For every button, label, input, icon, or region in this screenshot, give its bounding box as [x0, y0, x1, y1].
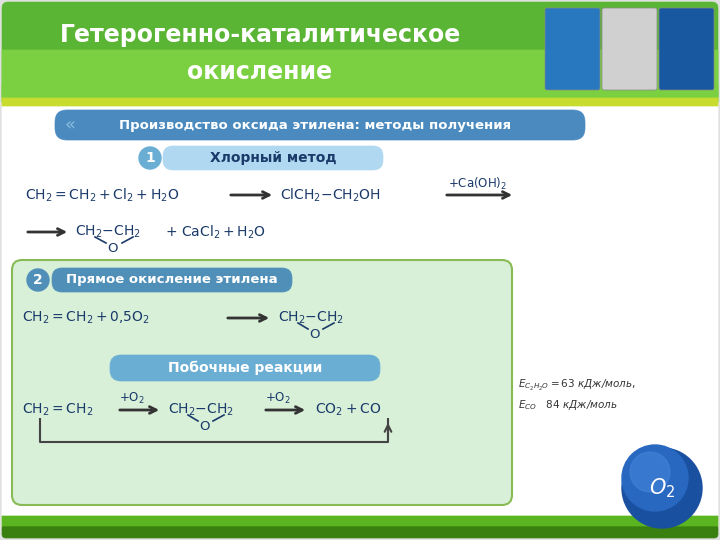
Text: $\mathregular{CH_2{=}CH_2 + 0{,}5O_2}$: $\mathregular{CH_2{=}CH_2 + 0{,}5O_2}$ — [22, 310, 150, 326]
Text: 2: 2 — [33, 273, 43, 287]
Text: $\mathregular{CH_2{-}CH_2}$: $\mathregular{CH_2{-}CH_2}$ — [168, 402, 234, 418]
Text: $\mathregular{+ \ CaCl_2 + H_2O}$: $\mathregular{+ \ CaCl_2 + H_2O}$ — [165, 224, 266, 241]
FancyBboxPatch shape — [2, 50, 718, 102]
FancyBboxPatch shape — [55, 110, 585, 140]
Text: Производство оксида этилена: методы получения: Производство оксида этилена: методы полу… — [119, 118, 511, 132]
Text: O: O — [108, 241, 118, 254]
Text: окисление: окисление — [187, 60, 333, 84]
Text: $\mathregular{+O_2}$: $\mathregular{+O_2}$ — [120, 390, 145, 406]
Text: $E_{CO}\ \ \ 84\ \mathregular{кДж/моль}$: $E_{CO}\ \ \ 84\ \mathregular{кДж/моль}$ — [518, 399, 618, 411]
Text: $\mathregular{CH_2{=}CH_2 + Cl_2 + H_2O}$: $\mathregular{CH_2{=}CH_2 + Cl_2 + H_2O}… — [25, 186, 179, 204]
Circle shape — [139, 147, 161, 169]
FancyBboxPatch shape — [2, 2, 718, 102]
Text: $\mathregular{+O_2}$: $\mathregular{+O_2}$ — [265, 390, 291, 406]
FancyBboxPatch shape — [602, 8, 657, 90]
Text: Побочные реакции: Побочные реакции — [168, 361, 322, 375]
Circle shape — [27, 269, 49, 291]
Text: O: O — [310, 327, 320, 341]
Text: $\mathregular{+Ca(OH)_2}$: $\mathregular{+Ca(OH)_2}$ — [448, 176, 507, 192]
Text: Прямое окисление этилена: Прямое окисление этилена — [66, 273, 278, 287]
FancyBboxPatch shape — [659, 8, 714, 90]
Text: Гетерогенно-каталитическое: Гетерогенно-каталитическое — [59, 23, 461, 47]
FancyBboxPatch shape — [110, 355, 380, 381]
FancyBboxPatch shape — [2, 516, 718, 526]
FancyBboxPatch shape — [545, 8, 600, 90]
FancyBboxPatch shape — [2, 98, 718, 106]
Circle shape — [622, 445, 688, 511]
Circle shape — [630, 452, 670, 492]
Text: O: O — [199, 420, 210, 433]
Text: $\mathregular{CH_2{-}CH_2}$: $\mathregular{CH_2{-}CH_2}$ — [75, 224, 141, 240]
FancyBboxPatch shape — [163, 146, 383, 170]
Circle shape — [622, 448, 702, 528]
FancyBboxPatch shape — [2, 524, 718, 538]
Text: Хлорный метод: Хлорный метод — [210, 151, 336, 165]
Text: $\mathregular{CH_2{=}CH_2}$: $\mathregular{CH_2{=}CH_2}$ — [22, 402, 94, 418]
Text: «: « — [65, 116, 76, 134]
FancyBboxPatch shape — [12, 260, 512, 505]
FancyBboxPatch shape — [52, 268, 292, 292]
FancyBboxPatch shape — [2, 85, 718, 102]
Text: $O_2$: $O_2$ — [649, 476, 675, 500]
Text: $E_{C_2H_2O}=63\ \mathregular{кДж/моль},$: $E_{C_2H_2O}=63\ \mathregular{кДж/моль},… — [518, 377, 636, 393]
Text: $\mathregular{CH_2{-}CH_2}$: $\mathregular{CH_2{-}CH_2}$ — [278, 310, 344, 326]
Text: $\mathregular{ClCH_2{-}CH_2OH}$: $\mathregular{ClCH_2{-}CH_2OH}$ — [280, 186, 381, 204]
Text: $\mathregular{CO_2 + CO}$: $\mathregular{CO_2 + CO}$ — [315, 402, 381, 418]
Text: 1: 1 — [145, 151, 155, 165]
